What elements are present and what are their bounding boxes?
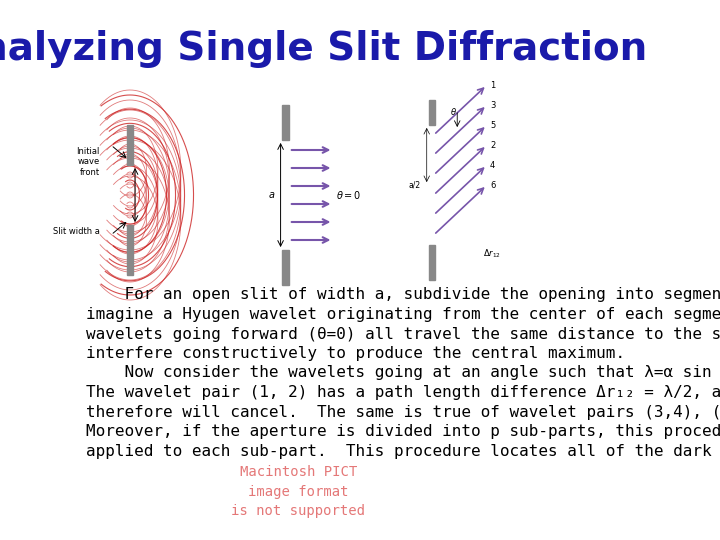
Text: a: a [269,190,274,200]
Text: 5: 5 [490,120,495,130]
Text: For an open slit of width a, subdivide the opening into segments and
imagine a H: For an open slit of width a, subdivide t… [86,287,720,361]
Text: 6: 6 [490,180,495,190]
Text: Now consider the wavelets going at an angle such that λ=α sin θ≅αθ.
The wavelet : Now consider the wavelets going at an an… [86,365,720,459]
Text: 4: 4 [490,160,495,170]
Text: $\theta = 0$: $\theta = 0$ [336,189,362,201]
Text: 3: 3 [490,100,495,110]
Text: 2: 2 [490,140,495,150]
Text: Slit width a: Slit width a [53,227,99,236]
Bar [127,225,133,275]
Text: Initial
wave
front: Initial wave front [76,147,99,177]
Text: $\Delta r_{12}$: $\Delta r_{12}$ [483,248,501,260]
Bar [282,250,289,285]
Bar [282,105,289,140]
Bar [428,245,435,280]
Text: $\theta$: $\theta$ [449,106,456,117]
Text: 1: 1 [490,80,495,90]
Bar [127,125,133,165]
Text: Analyzing Single Slit Diffraction: Analyzing Single Slit Diffraction [0,30,647,68]
Text: Macintosh PICT
image format
is not supported: Macintosh PICT image format is not suppo… [231,465,365,518]
Bar [428,100,435,125]
Text: a/2: a/2 [408,180,420,190]
